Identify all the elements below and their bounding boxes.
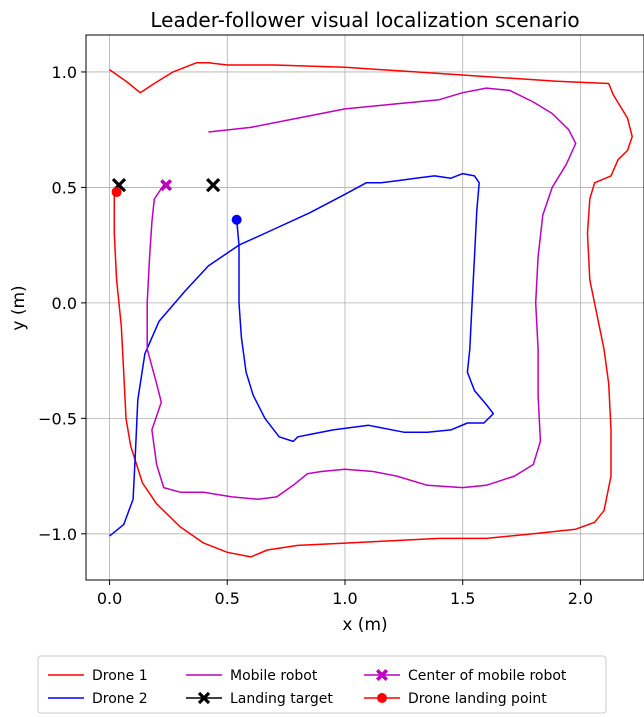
plot-frame [85, 34, 644, 581]
legend-marker-x [197, 691, 211, 705]
y-tick-label: −1.0 [38, 525, 77, 544]
y-tick-label: 0.0 [52, 294, 77, 313]
x-tick-label: 2.0 [568, 589, 593, 608]
legend-item: Drone landing point [364, 691, 547, 707]
x-tick-label: 1.0 [332, 589, 357, 608]
y-tick-label: 0.5 [52, 178, 77, 197]
x-axis-label: x (m) [342, 615, 387, 635]
series-line-drone-2 [109, 172, 495, 537]
x-tick-label: 0.5 [215, 589, 240, 608]
legend-marker-o [377, 693, 387, 703]
y-ticks: −1.0 −0.5 0.0 0.5 1.0 [38, 63, 86, 544]
chart-title: Leader-follower visual localization scen… [150, 8, 579, 32]
grid [86, 35, 644, 580]
x-ticks: 0.0 0.5 1.0 1.5 2.0 [97, 580, 593, 608]
legend-item: Drone 2 [48, 691, 148, 707]
legend-label: Landing target [230, 691, 333, 707]
legend-item: Landing target [186, 691, 333, 707]
y-axis-label: y (m) [9, 285, 29, 330]
legend-item: Mobile robot [186, 668, 318, 684]
legend: Drone 1 Drone 2 Mobile robot Landing target… [37, 655, 607, 714]
y-tick-label: −0.5 [38, 409, 77, 428]
marker-layer [111, 177, 242, 225]
series-line-drone-1 [109, 61, 633, 558]
marker-landing-target [206, 177, 221, 193]
legend-marker-X [376, 669, 388, 681]
marker-drone-landing-point [111, 187, 122, 198]
series-line-mobile-robot [146, 87, 577, 500]
legend-label: Center of mobile robot [408, 668, 567, 684]
y-tick-label: 1.0 [52, 63, 77, 82]
legend-label: Drone landing point [408, 691, 547, 707]
marker-drone-2-landing-point [231, 214, 242, 225]
legend-item: Drone 1 [48, 668, 148, 684]
x-tick-label: 0.0 [97, 589, 122, 608]
series-layer [109, 61, 633, 558]
legend-label: Mobile robot [230, 668, 318, 684]
x-tick-label: 1.5 [450, 589, 475, 608]
legend-label: Drone 2 [92, 691, 148, 707]
marker-center-of-mobile-robot [160, 179, 173, 192]
legend-label: Drone 1 [92, 668, 148, 684]
legend-box [37, 655, 607, 714]
legend-item: Center of mobile robot [364, 668, 567, 684]
